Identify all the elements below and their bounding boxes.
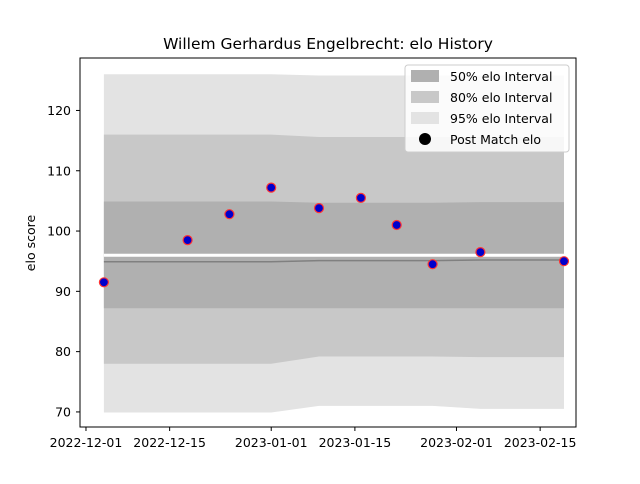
legend-swatch-80	[411, 91, 439, 103]
x-axis-ticks: 2022-12-01 2022-12-15 2023-01-01 2023-01-15…	[50, 427, 577, 450]
post-match-point	[98, 277, 110, 288]
legend-marker-post-match	[419, 133, 431, 145]
legend-swatch-95	[411, 112, 439, 124]
post-match-point	[182, 235, 193, 246]
legend-swatch-50	[411, 70, 439, 82]
legend-label-80: 80% elo Interval	[450, 90, 552, 105]
post-match-point	[475, 247, 486, 258]
y-axis-label: elo score	[23, 215, 38, 272]
y-tick-label: 90	[55, 284, 71, 299]
post-match-point	[266, 182, 277, 193]
x-tick-label: 2023-02-01	[420, 435, 493, 450]
post-match-point	[391, 219, 402, 231]
y-axis-ticks: 70 80 90 100 110 120	[47, 103, 80, 419]
legend-label-post-match: Post Match elo	[450, 132, 541, 147]
axes-frame	[79, 57, 577, 428]
legend: 50% elo Interval 80% elo Interval 95% el…	[404, 64, 570, 153]
x-tick-label: 2022-12-01	[50, 435, 123, 450]
post-match-point	[313, 203, 325, 214]
legend-label-95: 95% elo Interval	[450, 111, 552, 126]
post-match-point	[558, 256, 570, 267]
legend-box	[404, 64, 570, 153]
y-tick-label: 80	[55, 344, 71, 359]
chart-title: Willem Gerhardus Engelbrecht: elo Histor…	[163, 35, 493, 53]
x-tick-label: 2023-02-15	[504, 435, 577, 450]
post-match-points	[98, 182, 570, 288]
x-tick-label: 2022-12-15	[133, 435, 206, 450]
x-tick-label: 2023-01-15	[319, 435, 392, 450]
y-tick-label: 120	[47, 103, 71, 118]
legend-label-50: 50% elo Interval	[450, 69, 552, 84]
post-match-point	[355, 192, 366, 203]
y-tick-label: 70	[55, 404, 71, 419]
y-tick-label: 100	[47, 224, 71, 239]
x-tick-label: 2023-01-01	[235, 435, 308, 450]
interval-bands	[103, 74, 565, 413]
mean-elo-line	[103, 259, 564, 263]
y-tick-label: 110	[47, 163, 71, 178]
post-match-point	[224, 209, 235, 220]
post-match-point	[427, 259, 438, 270]
